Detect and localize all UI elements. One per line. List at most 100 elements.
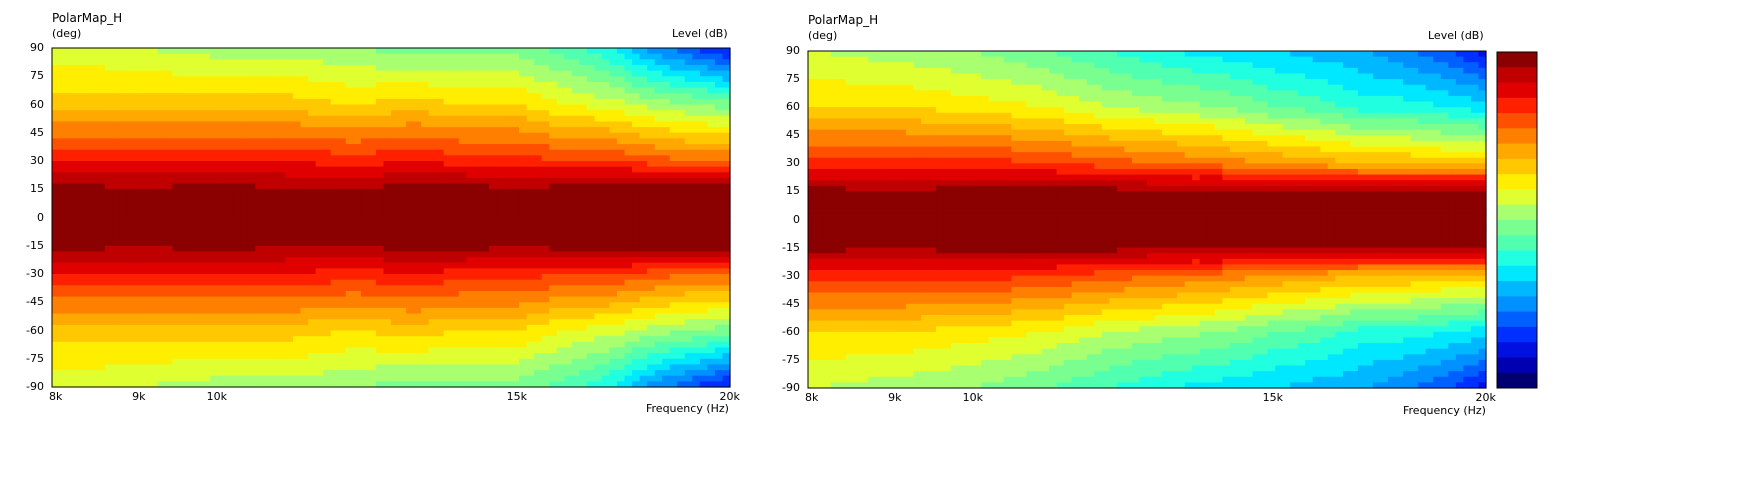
heatmap-cell [662, 194, 671, 202]
heatmap-cell [232, 53, 241, 60]
heatmap-cell [601, 296, 611, 303]
heatmap-cell [556, 64, 565, 72]
heatmap-cell [398, 285, 407, 292]
heatmap-cell [52, 211, 61, 219]
heatmap-cell [210, 183, 219, 190]
x-tick-label: 20k [719, 390, 740, 403]
heatmap-cell [149, 274, 159, 281]
x-tick-label: 20k [1475, 391, 1496, 404]
heatmap-cell [428, 172, 437, 179]
heatmap-cell [180, 319, 189, 326]
chart2-y-unit: (deg) [808, 29, 838, 42]
heatmap-cell [112, 330, 121, 337]
heatmap-cell [285, 274, 294, 281]
heatmap-cell [586, 257, 595, 264]
x-tick-label: 8k [805, 391, 819, 404]
heatmap-cell [225, 161, 234, 168]
heatmap-cell [639, 161, 648, 168]
heatmap-cell [654, 115, 663, 123]
heatmap-cell [541, 104, 550, 111]
heatmap-cell [556, 358, 565, 365]
heatmap-cell [323, 251, 332, 258]
heatmap-cell [232, 144, 241, 151]
heatmap-cell [187, 59, 196, 66]
heatmap-cell [52, 48, 61, 55]
heatmap-cell [368, 166, 377, 173]
heatmap-cell [225, 228, 234, 236]
heatmap-cell [225, 381, 234, 388]
heatmap-cell [511, 375, 520, 382]
heatmap-cell [195, 48, 204, 55]
heatmap-cell [293, 166, 302, 173]
chart2-x-label: Frequency (Hz) [1403, 404, 1486, 417]
heatmap-cell [624, 149, 633, 156]
chart2-title: PolarMap_H [808, 13, 879, 27]
heatmap-cell [601, 98, 611, 106]
heatmap-cell [473, 127, 482, 134]
heatmap-cell [172, 228, 181, 236]
heatmap-cell [59, 149, 68, 156]
heatmap-cell [210, 307, 219, 315]
heatmap-cell [534, 127, 543, 134]
heatmap-cell [225, 104, 234, 111]
heatmap-cell [187, 76, 196, 83]
heatmap-cell [579, 285, 588, 292]
heatmap-cell [353, 81, 362, 89]
heatmap-cell [97, 285, 106, 292]
heatmap-cell [195, 324, 204, 332]
heatmap-cell [526, 251, 535, 258]
heatmap-cell [436, 353, 445, 360]
heatmap-cell [165, 358, 174, 365]
heatmap-cell [383, 228, 392, 236]
heatmap-cell [293, 76, 302, 83]
heatmap-cell [225, 149, 234, 156]
heatmap-cell [428, 262, 437, 269]
heatmap-cell [210, 223, 219, 230]
heatmap-cell [67, 262, 76, 269]
heatmap-cell [579, 115, 588, 123]
heatmap-cell [262, 166, 272, 173]
heatmap-cell [421, 262, 430, 269]
heatmap-cell [413, 172, 422, 179]
heatmap-cell [330, 217, 339, 224]
heatmap-cell [579, 172, 588, 179]
heatmap-cell [639, 70, 648, 77]
heatmap-cell [165, 347, 174, 354]
heatmap-cell [624, 262, 633, 269]
heatmap-cell [74, 104, 83, 111]
heatmap-cell [52, 144, 61, 151]
heatmap-cell [639, 296, 648, 303]
heatmap-cell [210, 296, 219, 303]
heatmap-cell [210, 104, 219, 111]
heatmap-cell [496, 251, 505, 258]
heatmap-cell [617, 64, 626, 72]
heatmap-cell [187, 313, 196, 320]
heatmap-cell [345, 110, 354, 117]
heatmap-cell [541, 177, 550, 185]
heatmap-cell [451, 206, 460, 213]
heatmap-cell [278, 161, 287, 168]
heatmap-cell [300, 358, 309, 365]
heatmap-cell [52, 223, 61, 230]
heatmap-cell [172, 223, 181, 230]
heatmap-cell [187, 189, 196, 196]
heatmap-cell [579, 279, 588, 286]
heatmap-cell [632, 279, 641, 286]
heatmap-cell [496, 87, 505, 94]
heatmap-cell [662, 307, 671, 315]
heatmap-cell [127, 161, 136, 168]
heatmap-cell [534, 353, 543, 360]
heatmap-cell [383, 206, 392, 213]
heatmap-cell [609, 381, 618, 388]
heatmap-cell [345, 245, 354, 252]
heatmap-cell [624, 115, 633, 123]
heatmap-cell [632, 324, 641, 332]
heatmap-cell [157, 296, 166, 303]
heatmap-cell [338, 324, 347, 332]
heatmap-cell [187, 81, 196, 89]
heatmap-cell [127, 262, 136, 269]
heatmap-cell [345, 172, 354, 179]
heatmap-cell [67, 285, 76, 292]
heatmap-cell [647, 228, 656, 236]
heatmap-cell [323, 48, 332, 55]
